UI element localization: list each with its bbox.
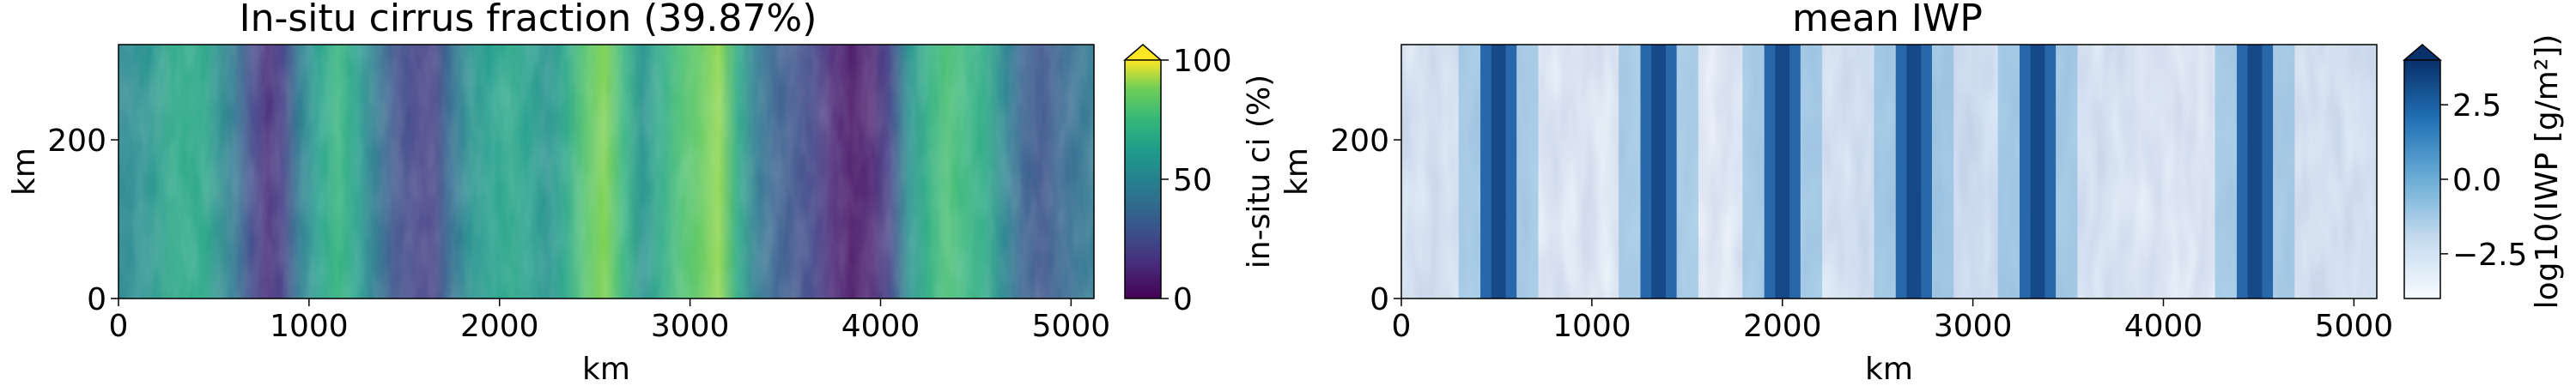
iwp-band-core <box>2030 45 2045 299</box>
x-tick-label: 2000 <box>1743 309 1822 344</box>
iwp-band-core <box>1491 45 1506 299</box>
x-tick-label: 3000 <box>651 309 730 344</box>
x-axis-label-iwp: km <box>1865 352 1913 386</box>
y-tick-label: 200 <box>47 124 106 159</box>
colorbar-ci-ticks: 0 50 100 <box>1161 44 1232 317</box>
colorbar-ci: 0 50 100 in-situ ci (%) <box>1122 44 1277 317</box>
plot-area-ci <box>118 44 1095 299</box>
ci-frame <box>118 44 1095 299</box>
x-tick-label: 4000 <box>2124 309 2203 344</box>
colorbar-tick-label: 0.0 <box>2452 163 2501 198</box>
colorbar-tick-label: 0 <box>1173 282 1193 317</box>
colorbar-iwp-extend-max <box>2402 44 2443 61</box>
colorbar-tick-label: 100 <box>1173 44 1232 79</box>
x-tick-label: 5000 <box>1032 309 1111 344</box>
x-tick-label: 3000 <box>1934 309 2013 344</box>
x-tick-label: 2000 <box>460 309 539 344</box>
colorbar-tick-label: 2.5 <box>2452 88 2501 124</box>
colorbar-iwp-label: log10(IWP [g/m²]) <box>2530 34 2565 310</box>
colorbar-ci-gradient <box>1125 60 1161 299</box>
ci-texture <box>118 45 1094 299</box>
y-tick-label: 200 <box>1330 124 1389 159</box>
panel-cirrus-fraction: In-situ cirrus fraction (39.87%) 0 1000 20… <box>7 0 1277 386</box>
iwp-band-core <box>1651 45 1666 299</box>
colorbar-iwp-ticks: −2.5 0.0 2.5 <box>2440 88 2527 273</box>
x-tick-label: 5000 <box>2315 309 2394 344</box>
colorbar-ci-label: in-situ ci (%) <box>1242 75 1277 268</box>
x-tick-label: 0 <box>109 309 129 344</box>
y-axis-iwp: 0 200 <box>1330 124 1401 317</box>
panel-mean-iwp: mean IWP 0 1000 2000 3000 4000 5000 0 200 km k… <box>1279 0 2565 386</box>
iwp-texture <box>1401 45 2377 299</box>
y-tick-label: 0 <box>87 282 106 317</box>
iwp-band-core <box>2247 45 2263 299</box>
chart-title-iwp: mean IWP <box>1792 0 1983 40</box>
x-axis-iwp: 0 1000 2000 3000 4000 5000 <box>1392 299 2394 344</box>
y-axis-label-ci: km <box>7 148 42 196</box>
y-axis-ci: 0 200 <box>47 124 118 317</box>
x-tick-label: 1000 <box>1552 309 1631 344</box>
x-tick-label: 4000 <box>841 309 920 344</box>
iwp-band-core <box>1775 45 1790 299</box>
x-axis-label-ci: km <box>582 352 630 386</box>
colorbar-tick-label: 50 <box>1173 163 1212 198</box>
y-tick-label: 0 <box>1370 282 1389 317</box>
colorbar-tick-label: −2.5 <box>2452 238 2527 273</box>
iwp-bands <box>1458 45 2295 299</box>
x-tick-label: 1000 <box>270 309 349 344</box>
colorbar-iwp: −2.5 0.0 2.5 log10(IWP [g/m²]) <box>2402 34 2565 310</box>
colorbar-ci-extend-max <box>1122 44 1163 61</box>
colorbar-iwp-gradient <box>2404 60 2440 299</box>
iwp-frame <box>1400 44 2378 299</box>
y-axis-label-iwp: km <box>1279 148 1315 196</box>
x-axis-ci: 0 1000 2000 3000 4000 5000 <box>109 299 1111 344</box>
plot-area-iwp <box>1400 44 2378 299</box>
iwp-band-core <box>1906 45 1922 299</box>
chart-title-ci: In-situ cirrus fraction (39.87%) <box>240 0 817 40</box>
x-tick-label: 0 <box>1392 309 1412 344</box>
